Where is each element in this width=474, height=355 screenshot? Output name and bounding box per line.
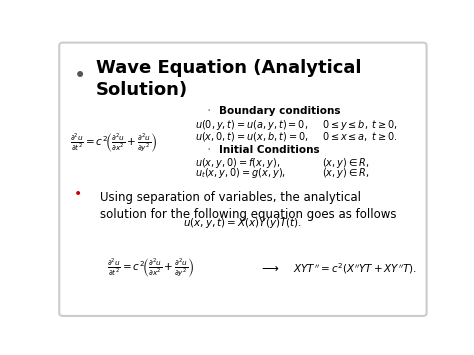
Text: $(x,y) \in R,$: $(x,y) \in R,$ bbox=[322, 156, 369, 170]
Text: $(x,y) \in R,$: $(x,y) \in R,$ bbox=[322, 166, 369, 180]
Text: $0 \leq y \leq b,\; t \geq 0,$: $0 \leq y \leq b,\; t \geq 0,$ bbox=[322, 118, 398, 132]
Text: $XYT'' = c^2\left(X''YT + XY''T\right).$: $XYT'' = c^2\left(X''YT + XY''T\right).$ bbox=[292, 261, 417, 275]
Text: $u(0,y,t) = u(a,y,t) = 0,$: $u(0,y,t) = u(a,y,t) = 0,$ bbox=[195, 118, 309, 132]
Text: •: • bbox=[74, 187, 82, 201]
Text: $\frac{\partial^2 u}{\partial t^2} = c^2\!\left(\frac{\partial^2 u}{\partial x^2: $\frac{\partial^2 u}{\partial t^2} = c^2… bbox=[70, 131, 157, 154]
Text: •: • bbox=[74, 66, 86, 86]
Text: $\frac{\partial^2 u}{\partial t^2} = c^2\!\left(\frac{\partial^2 u}{\partial x^2: $\frac{\partial^2 u}{\partial t^2} = c^2… bbox=[107, 257, 194, 279]
Text: $u(x,y,0) = f(x,y),$: $u(x,y,0) = f(x,y),$ bbox=[195, 156, 280, 170]
Text: $u_t(x,y,0) = g(x,y),$: $u_t(x,y,0) = g(x,y),$ bbox=[195, 166, 286, 180]
Text: ·: · bbox=[206, 104, 210, 118]
Text: $u(x,0,t) = u(x,b,t) = 0,$: $u(x,0,t) = u(x,b,t) = 0,$ bbox=[195, 130, 309, 143]
Text: $0 \leq x \leq a,\; t \geq 0.$: $0 \leq x \leq a,\; t \geq 0.$ bbox=[322, 130, 397, 143]
Text: Initial Conditions: Initial Conditions bbox=[219, 145, 319, 155]
Text: ·: · bbox=[206, 143, 210, 157]
FancyBboxPatch shape bbox=[59, 43, 427, 316]
Text: Boundary conditions: Boundary conditions bbox=[219, 106, 340, 116]
Text: $\longrightarrow$: $\longrightarrow$ bbox=[259, 262, 280, 275]
Text: Using separation of variables, the analytical
solution for the following equatio: Using separation of variables, the analy… bbox=[100, 191, 396, 221]
Text: $u(x,y,t) = X(x)Y(y)T(t).$: $u(x,y,t) = X(x)Y(y)T(t).$ bbox=[183, 216, 302, 230]
Text: Wave Equation (Analytical
Solution): Wave Equation (Analytical Solution) bbox=[96, 59, 362, 99]
